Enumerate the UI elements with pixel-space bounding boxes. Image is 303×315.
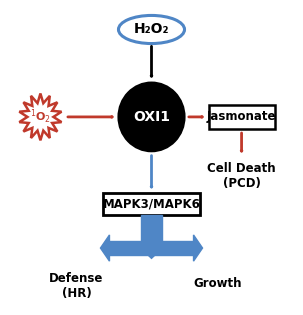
Text: Jasmonate: Jasmonate xyxy=(207,111,276,123)
FancyBboxPatch shape xyxy=(103,193,200,215)
Polygon shape xyxy=(135,243,168,255)
Text: Defense
(HR): Defense (HR) xyxy=(49,272,104,300)
Text: Growth: Growth xyxy=(193,278,242,290)
Text: OXI1: OXI1 xyxy=(133,110,170,124)
Polygon shape xyxy=(101,235,109,261)
Ellipse shape xyxy=(118,15,185,43)
Text: Cell Death
(PCD): Cell Death (PCD) xyxy=(207,162,276,190)
Text: MAPK3/MAPK6: MAPK3/MAPK6 xyxy=(102,198,201,211)
FancyBboxPatch shape xyxy=(208,105,275,129)
Polygon shape xyxy=(141,215,162,241)
Circle shape xyxy=(118,83,185,151)
Text: $^1$O$_2$: $^1$O$_2$ xyxy=(30,108,51,126)
Text: H₂O₂: H₂O₂ xyxy=(134,22,169,37)
Polygon shape xyxy=(109,241,194,255)
Polygon shape xyxy=(194,235,202,261)
Polygon shape xyxy=(135,243,168,258)
